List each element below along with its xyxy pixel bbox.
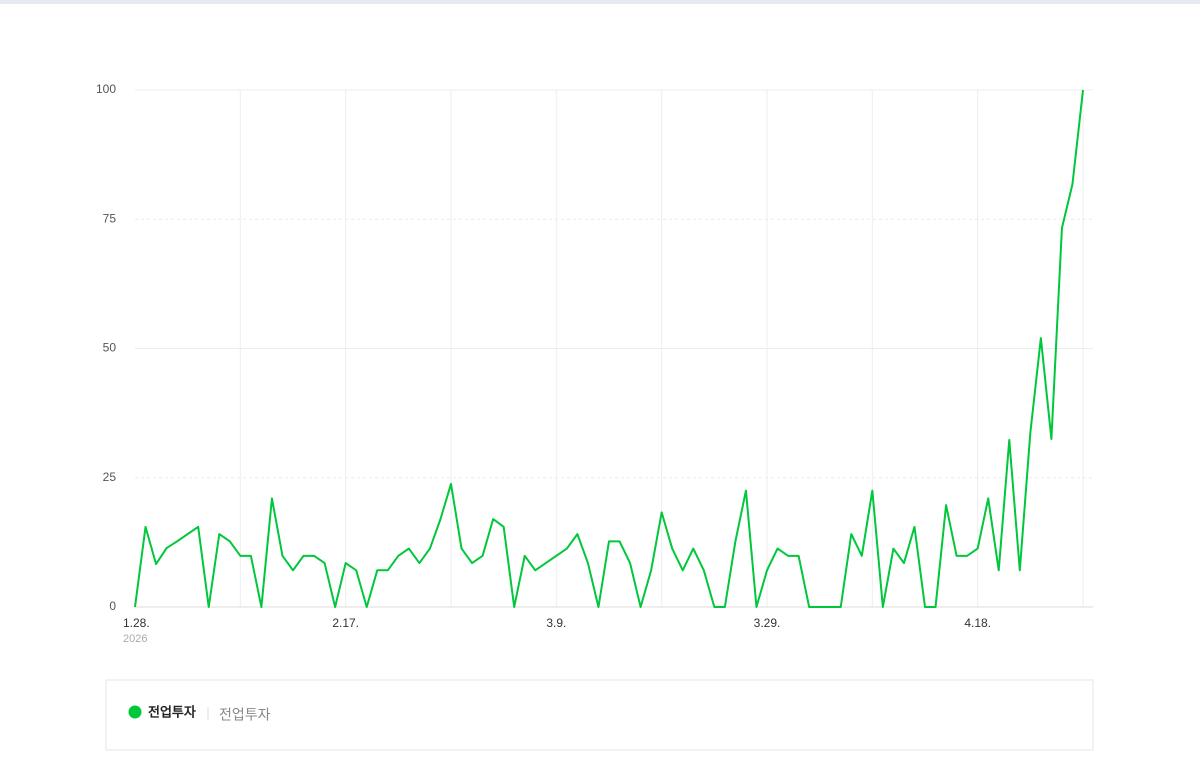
x-tick-label: 1.28. xyxy=(123,616,150,630)
y-tick-label: 75 xyxy=(103,211,117,225)
legend-label: 전업투자 xyxy=(148,704,196,719)
x-tick-label: 2.17. xyxy=(332,616,359,630)
y-tick-label: 0 xyxy=(109,599,116,613)
data-line xyxy=(134,89,1084,608)
legend-keyword: 전업투자 xyxy=(219,707,271,723)
y-tick-label: 100 xyxy=(96,82,116,96)
y-tick-label: 50 xyxy=(103,341,117,355)
x-tick-label: 4.18. xyxy=(964,616,991,630)
legend-box xyxy=(105,679,1094,751)
y-tick-label: 25 xyxy=(103,470,117,484)
legend-marker xyxy=(128,705,142,719)
top-border xyxy=(0,0,1200,4)
x-tick-label: 3.29. xyxy=(754,616,781,630)
x-year-label: 2026 xyxy=(123,633,147,645)
x-tick-label: 3.9. xyxy=(546,616,566,630)
